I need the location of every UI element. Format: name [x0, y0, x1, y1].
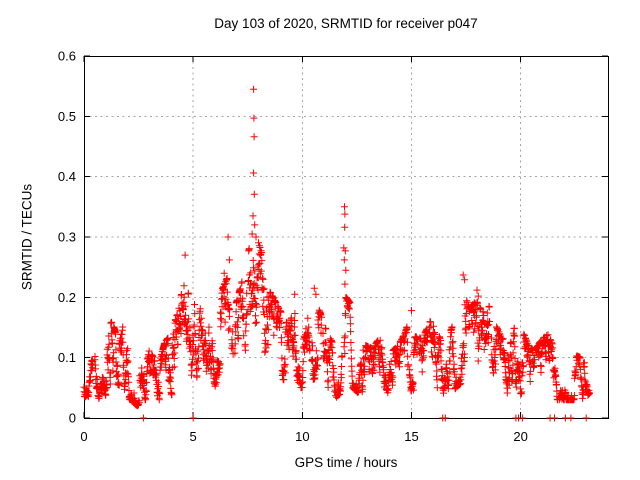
- x-tick-label: 5: [190, 429, 197, 444]
- y-tick-label: 0.4: [58, 169, 76, 184]
- chart-title: Day 103 of 2020, SRMTID for receiver p04…: [214, 16, 478, 31]
- scatter-points: [80, 85, 593, 422]
- x-tick-label: 0: [80, 429, 87, 444]
- y-tick-label: 0.6: [58, 49, 76, 64]
- y-tick-label: 0: [69, 411, 76, 426]
- y-tick-label: 0.2: [58, 290, 76, 305]
- y-tick-label: 0.3: [58, 230, 76, 245]
- x-tick-label: 20: [513, 429, 527, 444]
- x-tick-label: 10: [295, 429, 309, 444]
- y-axis-title-text: SRMTID / TECUs: [19, 183, 35, 291]
- x-tick-label: 15: [404, 429, 418, 444]
- y-tick-label: 0.5: [58, 109, 76, 124]
- y-tick-label: 0.1: [58, 350, 76, 365]
- x-axis-title: GPS time / hours: [294, 455, 398, 470]
